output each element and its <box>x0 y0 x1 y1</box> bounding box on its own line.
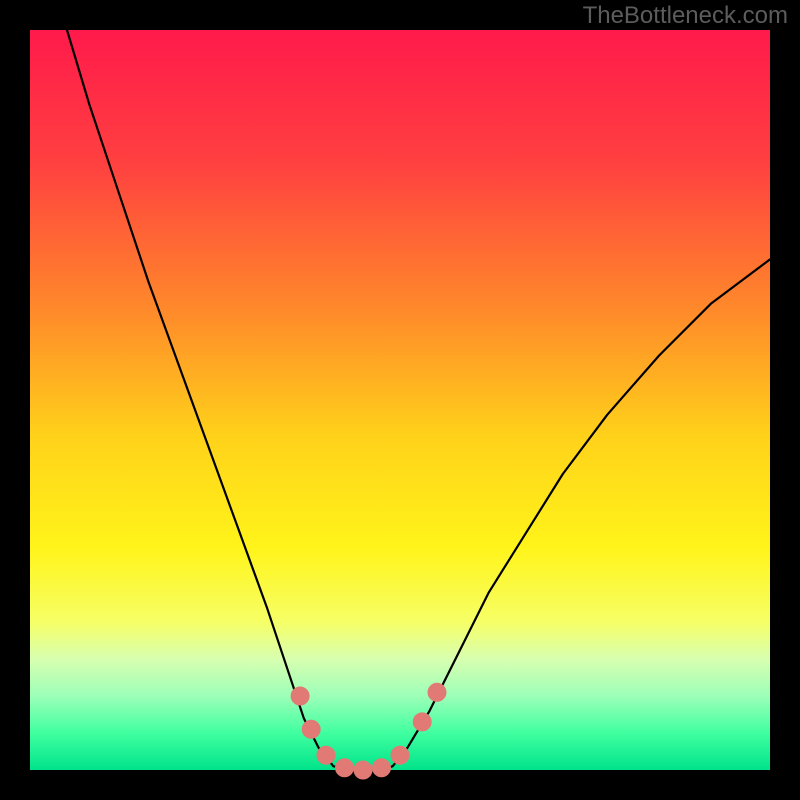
curve-marker <box>291 687 309 705</box>
curve-marker <box>354 761 372 779</box>
curve-marker <box>413 713 431 731</box>
curve-marker <box>391 746 409 764</box>
curve-marker <box>373 759 391 777</box>
bottleneck-curve-chart <box>0 0 800 800</box>
chart-container: TheBottleneck.com <box>0 0 800 800</box>
curve-marker <box>302 720 320 738</box>
curve-marker <box>336 759 354 777</box>
chart-gradient-background <box>30 30 770 770</box>
curve-marker <box>428 683 446 701</box>
watermark-text: TheBottleneck.com <box>583 2 788 30</box>
curve-marker <box>317 746 335 764</box>
